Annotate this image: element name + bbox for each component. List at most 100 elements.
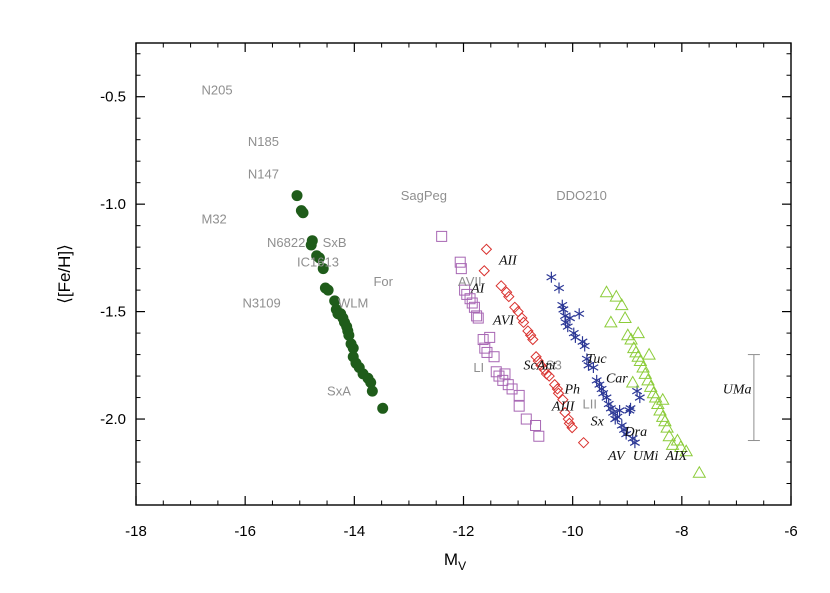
point-diamond [500, 286, 513, 298]
point-triangle [665, 437, 680, 450]
y-tick-label: -1.0 [100, 196, 126, 213]
point-diamond [516, 312, 528, 324]
point-square [533, 430, 545, 442]
y-axis-label: ⟨[Fe/H]⟩ [55, 244, 74, 304]
point-asterisk [564, 312, 576, 324]
point-square [436, 230, 448, 242]
y-tick-label: -1.5 [100, 304, 126, 321]
point-triangle [662, 429, 677, 442]
point-square [490, 366, 502, 378]
point-triangle [670, 433, 685, 446]
point-asterisk [614, 404, 625, 416]
point-diamond [524, 329, 537, 341]
point-triangle [648, 390, 663, 403]
point-triangle [614, 298, 629, 311]
point-square [484, 331, 496, 343]
point-asterisk [581, 353, 592, 365]
point-asterisk [629, 437, 640, 449]
point-triangle [609, 289, 624, 302]
point-circle [377, 402, 389, 414]
point-square [464, 293, 476, 305]
galaxy-label: M32 [202, 212, 227, 227]
point-asterisk [601, 392, 612, 404]
point-diamond [543, 370, 555, 382]
point-square [481, 346, 493, 358]
point-triangle [631, 326, 646, 339]
satellite-label: Tuc [586, 352, 607, 367]
point-circle [297, 207, 309, 219]
point-triangle [625, 375, 640, 388]
point-square [530, 419, 542, 431]
point-diamond [538, 363, 550, 376]
x-tick-label: -6 [784, 523, 797, 540]
point-square [513, 400, 525, 412]
satellite-label: Sx [591, 414, 605, 429]
galaxy-label: N6822 [267, 235, 305, 250]
point-asterisk [624, 404, 635, 416]
galaxy-label: N147 [248, 166, 279, 181]
satellite-label: UMi [633, 449, 659, 464]
galaxy-labels: N205 N185 N147 M32 SagPeg DDO210 N6822 SxB IC161… [202, 83, 752, 464]
point-circle [322, 284, 334, 296]
point-diamond [509, 301, 521, 314]
point-asterisk [634, 392, 645, 404]
galaxy-label: AVII [458, 274, 482, 289]
point-triangle [636, 360, 650, 373]
point-square [471, 310, 483, 322]
point-diamond [557, 393, 569, 406]
galaxy-label: DDO210 [556, 188, 607, 203]
point-circle [291, 190, 303, 202]
point-diamond [551, 383, 564, 395]
point-asterisk [574, 308, 585, 320]
satellite-label: AIII [551, 399, 576, 414]
point-diamond [503, 290, 515, 303]
galaxy-label: N3109 [242, 295, 280, 310]
point-triangle [655, 392, 670, 405]
point-square [466, 297, 478, 309]
point-diamond [532, 355, 544, 367]
point-square [455, 263, 467, 275]
point-diamond [517, 316, 530, 329]
point-square [468, 301, 480, 313]
point-square [502, 379, 514, 391]
point-square [506, 383, 518, 395]
point-diamond [480, 243, 493, 255]
point-triangle [624, 332, 638, 345]
satellite-label: ScAnt [524, 359, 558, 374]
point-diamond [577, 436, 590, 449]
point-diamond [535, 359, 547, 372]
x-tick-label: -16 [234, 523, 256, 540]
galaxy-label: LI [473, 360, 484, 375]
point-triangle [673, 439, 688, 452]
satellite-label: AI [470, 281, 486, 296]
point-circle [313, 252, 325, 264]
point-diamond [552, 387, 565, 399]
point-diamond [548, 378, 561, 391]
point-diamond [527, 333, 539, 346]
point-square [520, 413, 532, 425]
x-axis-label: MV [444, 550, 466, 573]
satellite-label: AV [607, 449, 626, 464]
point-circle [306, 235, 318, 247]
point-square [513, 389, 525, 401]
satellite-label: Car [606, 372, 628, 387]
data-points [291, 190, 707, 478]
point-square [488, 351, 500, 363]
point-asterisk [579, 340, 590, 352]
galaxy-label: SxA [327, 383, 351, 398]
point-diamond [562, 413, 575, 425]
galaxy-label: LII [582, 396, 596, 411]
axis-ticks [135, 43, 792, 505]
x-tick-label: -8 [675, 523, 688, 540]
point-asterisk [562, 321, 573, 333]
point-diamond [522, 325, 534, 337]
point-triangle [604, 315, 618, 328]
point-asterisk [612, 411, 623, 423]
tick-labels: -18 -16 -14 -12 -10 -8 -6 -2.0 -1.5 -1.0 -0.5 [100, 89, 798, 540]
y-tick-label: -0.5 [100, 89, 126, 106]
point-triangle [679, 444, 694, 457]
point-square [479, 342, 491, 354]
point-asterisk [607, 407, 619, 419]
point-asterisk [588, 361, 599, 373]
